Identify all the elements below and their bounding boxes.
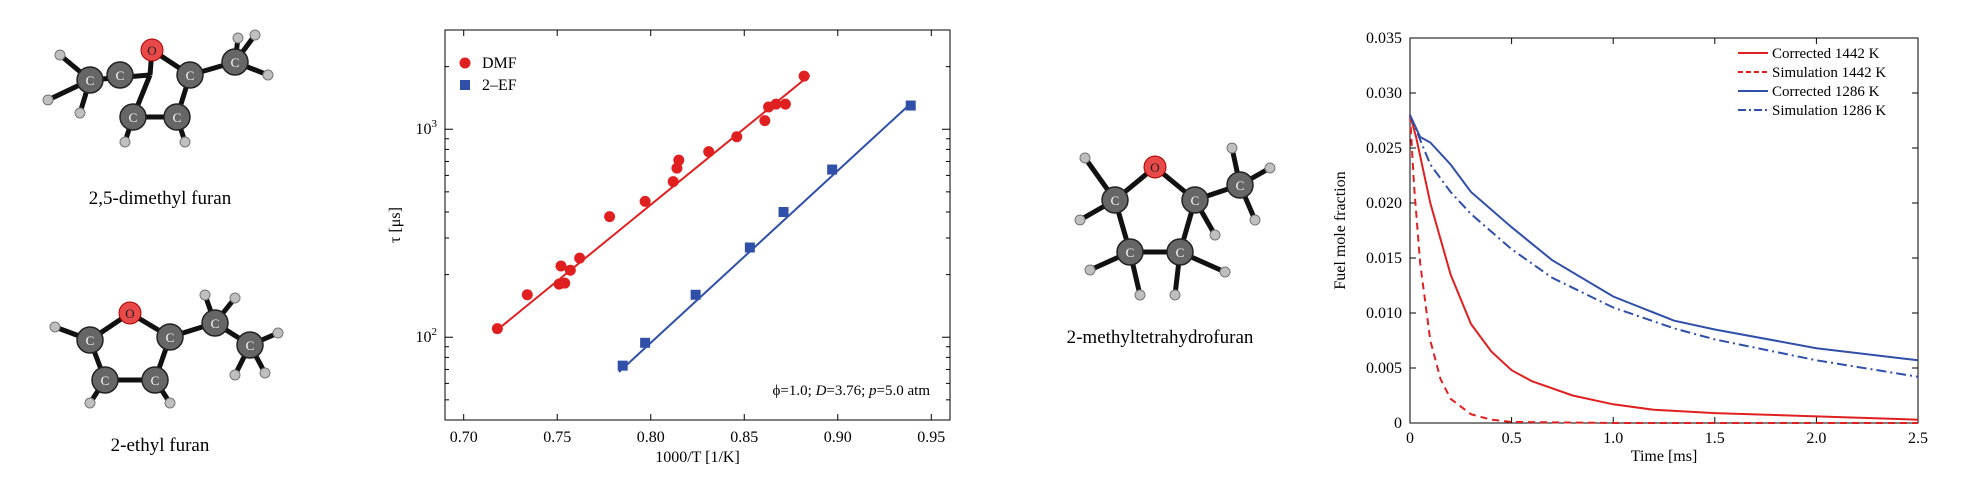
legend-label: DMF (482, 55, 517, 72)
molecule-ef: C C C C C C O 2-ethyl furan (30, 265, 290, 475)
y-tick-label: 0.015 (1366, 250, 1402, 267)
atom-label: C (231, 55, 240, 70)
atom-label: C (1176, 245, 1185, 260)
molecule-caption: 2-methyltetrahydrofuran (1066, 327, 1254, 348)
x-tick-label: 2.5 (1908, 430, 1928, 447)
data-point (617, 360, 628, 371)
legend-marker (460, 80, 470, 90)
data-point (564, 264, 576, 276)
atom-label: C (1111, 193, 1120, 208)
data-point (770, 98, 782, 110)
atom-label: C (86, 333, 95, 348)
data-point (559, 277, 571, 289)
atom-label: C (129, 110, 138, 125)
atom-label: C (166, 330, 175, 345)
atom-label: C (1126, 245, 1135, 260)
molecule-caption: 2-ethyl furan (110, 435, 210, 456)
y-tick-label: 0.020 (1366, 195, 1402, 212)
x-tick-label: 2.0 (1806, 430, 1826, 447)
atom-label: C (173, 110, 182, 125)
mthf-structure: C C C C C O (1074, 142, 1276, 301)
x-tick-label: 1.5 (1705, 430, 1725, 447)
data-point (639, 195, 651, 207)
y-tick-label: 0.030 (1366, 85, 1402, 102)
y-tick-label: 103 (416, 118, 438, 138)
atom-label: C (1191, 193, 1200, 208)
data-point (604, 211, 616, 223)
data-point (491, 323, 503, 335)
legend-label: Simulation 1442 K (1772, 65, 1886, 81)
atom-label: O (125, 306, 134, 321)
data-point (574, 252, 586, 264)
legend-label: 2–EF (482, 77, 517, 94)
data-point (521, 289, 533, 301)
data-point (667, 176, 679, 188)
atom-label: C (116, 68, 125, 83)
x-tick-label: 0.85 (730, 429, 758, 446)
atom-label: C (101, 373, 110, 388)
atom-label: O (147, 43, 156, 58)
molecule-mthf: C C C C C O 2-methyltetrahydrofuran (1040, 115, 1280, 365)
data-point (779, 98, 791, 110)
legend-label: Corrected 1442 K (1772, 46, 1880, 62)
x-tick-label: 0.95 (917, 429, 945, 446)
atom-label: O (1150, 160, 1159, 175)
fuel-mole-fraction-chart: 0 0.005 0.010 0.015 0.020 0.025 0.030 0.035 0 0.5… (1332, 30, 1928, 465)
series-line (1409, 114, 1918, 424)
data-point (673, 154, 685, 166)
data-point (759, 115, 771, 127)
atom-label: C (1236, 178, 1245, 193)
y-tick-label: 0.010 (1366, 305, 1402, 322)
x-tick-label: 0.90 (824, 429, 852, 446)
y-tick-label: 0.025 (1366, 140, 1402, 157)
atom-label: C (186, 68, 195, 83)
data-point (640, 337, 651, 348)
x-axis-label: Time [ms] (1631, 448, 1698, 465)
x-tick-label: 0.70 (450, 429, 478, 446)
data-point (905, 100, 916, 111)
fit-line (492, 74, 811, 334)
y-tick-label: 0 (1394, 415, 1402, 432)
ignition-delay-chart: 102 103 0.70 0.75 0.80 0.85 0.90 0.95 1000/T [1/… (387, 29, 951, 466)
x-tick-label: 0.80 (637, 429, 665, 446)
dmf-structure: C C C C C C O (42, 29, 274, 148)
plot-frame (444, 29, 951, 421)
legend-label: Corrected 1286 K (1772, 84, 1880, 100)
data-point (690, 289, 701, 300)
data-point (555, 260, 567, 272)
y-tick-label: 0.005 (1366, 360, 1402, 377)
y-axis-label: Fuel mole fraction (1332, 171, 1349, 289)
x-tick-label: 0 (1406, 430, 1414, 447)
atom-label: C (211, 316, 220, 331)
x-tick-label: 0.5 (1502, 430, 1522, 447)
fit-line (618, 102, 912, 373)
chart-annotation: ϕ=1.0; D=3.76; p=5.0 atm (773, 383, 931, 399)
legend-label: Simulation 1286 K (1772, 103, 1886, 119)
ef-structure: C C C C C C O (49, 289, 284, 409)
y-axis-label: τ [μs] (387, 207, 404, 243)
series-line (1409, 114, 1919, 378)
x-tick-label: 0.75 (543, 429, 571, 446)
x-axis-label: 1000/T [1/K] (655, 449, 740, 466)
atom-label: C (151, 373, 160, 388)
molecule-dmf: C C C C C C O 2,5-dimethyl furan (30, 20, 290, 230)
data-point (827, 164, 838, 175)
data-point (703, 146, 715, 158)
data-point (731, 131, 743, 143)
series-line (1409, 114, 1919, 421)
legend-marker (459, 57, 471, 69)
data-point (798, 70, 810, 82)
data-point (778, 207, 789, 218)
x-tick-label: 1.0 (1603, 430, 1623, 447)
y-tick-label: 0.035 (1366, 30, 1402, 47)
y-tick-label: 102 (416, 326, 438, 346)
data-point (744, 242, 755, 253)
series-line (1409, 114, 1919, 362)
atom-label: C (86, 73, 95, 88)
molecule-caption: 2,5-dimethyl furan (88, 188, 232, 209)
atom-label: C (246, 338, 255, 353)
